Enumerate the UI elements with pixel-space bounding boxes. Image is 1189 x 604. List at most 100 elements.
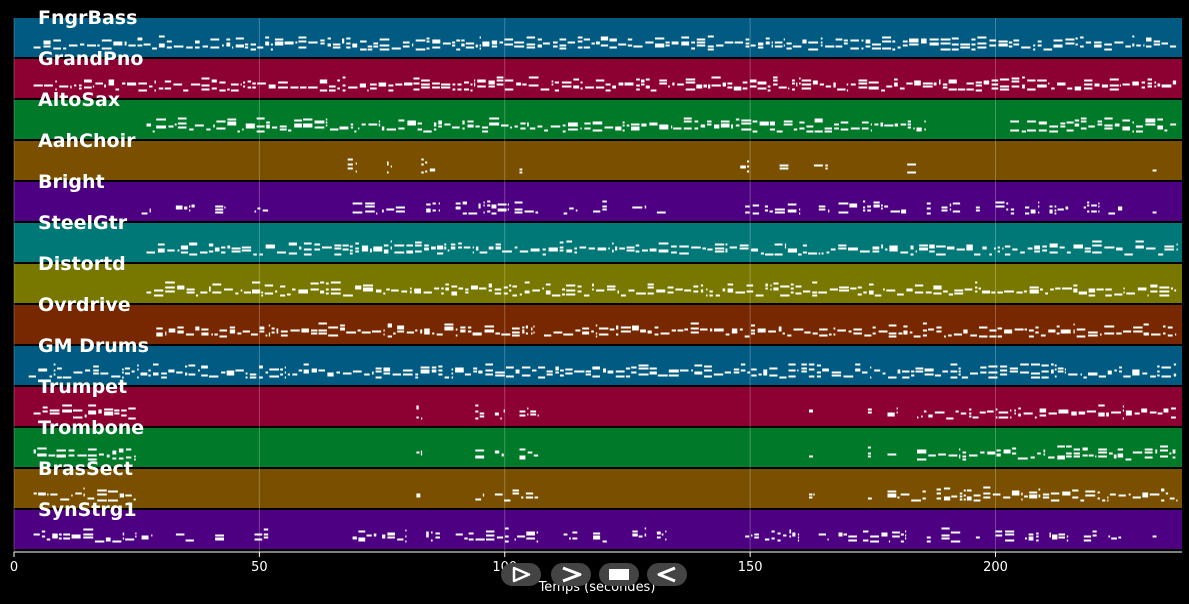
note-segment [656, 530, 667, 541]
note-segment [382, 529, 407, 543]
note-segment [254, 528, 269, 541]
note-segment [33, 35, 1177, 51]
track-lane [14, 387, 1182, 426]
note-segment [887, 453, 897, 456]
note-segment [519, 407, 539, 417]
note-segment [593, 200, 607, 213]
note-segment [215, 534, 224, 541]
note-segment [33, 487, 136, 502]
note-segment [936, 486, 1178, 502]
note-segment [887, 490, 926, 502]
note-segment [740, 160, 750, 173]
track-label: Ovrdrive [38, 294, 131, 316]
note-segment [416, 493, 421, 498]
note-segment [33, 76, 1177, 92]
note-segment [33, 404, 136, 420]
note-segment [745, 533, 759, 539]
stop-button[interactable] [599, 563, 639, 586]
note-segment [887, 407, 898, 417]
note-segment [475, 449, 485, 459]
x-tick-label: 0 [9, 560, 19, 575]
note-segment [175, 204, 195, 212]
note-segment [175, 533, 194, 542]
track-label: Bright [38, 171, 105, 193]
x-tick-label: 50 [251, 560, 268, 575]
note-segment [514, 201, 539, 214]
next-button[interactable] [551, 563, 591, 586]
note-segment [1152, 535, 1157, 538]
note-segment [387, 161, 392, 174]
note-segment [519, 448, 539, 460]
note-layer [28, 35, 1178, 543]
note-segment [907, 163, 916, 174]
note-segment [514, 531, 539, 543]
note-segment [1049, 205, 1069, 215]
chevron-left-icon [657, 566, 676, 583]
track-lane [14, 428, 1182, 467]
note-segment [975, 206, 980, 212]
track-lane [14, 510, 1182, 549]
note-segment [917, 404, 1176, 420]
note-segment [494, 489, 539, 502]
play-icon [512, 566, 531, 583]
note-segment [1049, 532, 1069, 542]
note-segment [941, 202, 961, 213]
note-segment [809, 409, 813, 413]
play-button[interactable] [501, 563, 541, 586]
note-segment [867, 408, 872, 414]
note-segment [1025, 532, 1039, 542]
note-segment [426, 202, 440, 213]
note-segment [632, 527, 647, 538]
note-segment [867, 446, 871, 458]
note-segment [995, 530, 1015, 542]
note-segment [352, 530, 377, 542]
note-segment [563, 531, 578, 540]
note-segment [146, 117, 926, 133]
note-segment [1152, 211, 1157, 214]
chevron-right-icon [562, 566, 582, 583]
note-segment [416, 405, 423, 420]
note-segment [941, 527, 961, 543]
track-label: AahChoir [38, 130, 136, 152]
stop-icon [609, 569, 629, 580]
previous-button[interactable] [647, 563, 687, 586]
note-segment [818, 205, 830, 213]
track-lane [14, 182, 1182, 221]
note-segment [809, 493, 815, 499]
track-label: GrandPno [38, 48, 144, 70]
note-segment [1010, 117, 1177, 133]
track-label: GM Drums [38, 335, 149, 357]
note-segment [809, 455, 813, 458]
track-label: Distortd [38, 253, 126, 275]
note-segment [863, 200, 907, 214]
note-segment [254, 207, 269, 213]
note-segment [352, 202, 378, 215]
track-lane [14, 100, 1182, 139]
note-segment [1083, 201, 1100, 213]
note-segment [632, 205, 647, 209]
track-lane [14, 264, 1182, 303]
note-segment [593, 532, 607, 543]
note-segment [146, 281, 1177, 297]
note-segment [475, 493, 485, 501]
track-lane [14, 346, 1182, 385]
x-tick-label: 200 [983, 560, 1008, 575]
track-lane [14, 305, 1182, 344]
track-label: SynStrg1 [38, 499, 137, 521]
note-segment [975, 536, 980, 539]
note-segment [1025, 201, 1040, 215]
note-segment [215, 205, 226, 214]
note-segment [926, 202, 931, 215]
note-segment [818, 533, 829, 541]
note-segment [917, 445, 1176, 461]
track-label: SteelGtr [38, 212, 128, 234]
note-segment [995, 201, 1015, 215]
note-segment [33, 447, 136, 461]
note-segment [1152, 169, 1157, 172]
note-segment [455, 200, 509, 215]
track-lane [14, 469, 1182, 508]
x-tick-label: 150 [737, 560, 763, 575]
note-segment [519, 168, 523, 174]
track-lane [14, 141, 1182, 180]
note-segment [382, 206, 405, 213]
